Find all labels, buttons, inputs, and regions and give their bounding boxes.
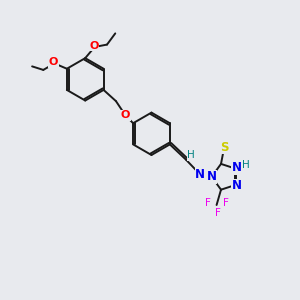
- Text: O: O: [121, 110, 130, 120]
- Text: F: F: [215, 208, 221, 218]
- Text: N: N: [207, 170, 217, 183]
- Text: N: N: [232, 161, 242, 174]
- Text: H: H: [188, 150, 195, 160]
- Text: F: F: [223, 198, 229, 208]
- Text: H: H: [242, 160, 249, 170]
- Text: F: F: [205, 198, 211, 208]
- Text: O: O: [89, 41, 99, 51]
- Text: O: O: [49, 57, 58, 67]
- Text: N: N: [232, 179, 242, 192]
- Text: N: N: [195, 168, 205, 181]
- Text: S: S: [220, 141, 229, 154]
